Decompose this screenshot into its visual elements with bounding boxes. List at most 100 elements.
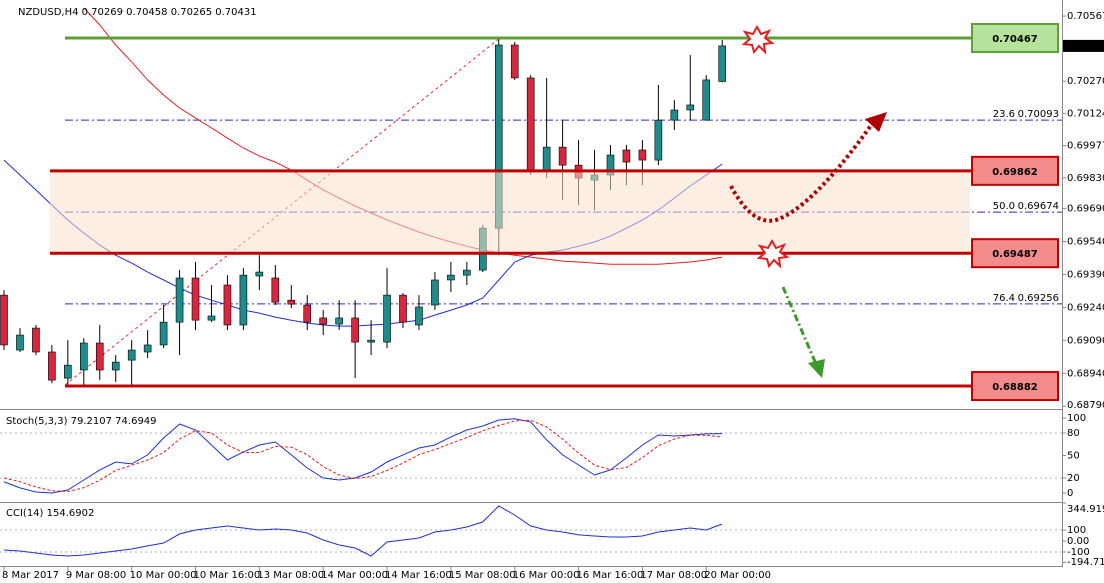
candle-body <box>95 342 104 371</box>
frame <box>0 0 1063 567</box>
fib-ratio: 76.4 <box>993 293 1015 304</box>
candle-body <box>32 327 40 353</box>
y-tick-label: 0.69977 <box>1067 141 1104 152</box>
candle-body <box>431 279 439 306</box>
y-tick-label: 0.70567 <box>1067 11 1104 22</box>
x-tick-label: 13 Mar 08:00 <box>257 570 324 581</box>
candle-body <box>463 269 471 276</box>
candle-body <box>175 277 184 323</box>
panel-title: CCI(14) 154.6902 <box>6 508 94 519</box>
y-tick-label: 20 <box>1067 473 1080 484</box>
last-price-label: 0.70431 <box>1066 41 1104 52</box>
x-tick-label: 16 Mar 16:00 <box>577 570 644 581</box>
y-tick-label: 100 <box>1067 525 1086 536</box>
panel-title: Stoch(5,3,3) 79.2107 74.6949 <box>6 416 157 427</box>
candle-body <box>207 315 216 321</box>
x-tick-label: 10 Mar 16:00 <box>194 570 261 581</box>
level-box <box>971 371 1059 402</box>
y-tick-label: 0.00 <box>1067 536 1089 547</box>
level-box <box>971 155 1059 186</box>
indicator-line <box>3 419 723 493</box>
level-label: 0.70467 <box>992 34 1038 45</box>
x-tick-label: 8 Mar 2017 <box>2 570 59 581</box>
fib-price: 0.70093 <box>1018 109 1059 120</box>
candle-body <box>239 274 248 326</box>
plot <box>0 7 972 557</box>
annotations <box>729 24 887 378</box>
bearish-arrow <box>781 286 818 365</box>
arrow-head <box>865 112 887 132</box>
x-tick-label: 16 Mar 00:00 <box>513 570 580 581</box>
last-price-box <box>1063 39 1104 52</box>
labels: NZDUSD,H4 0.70269 0.70458 0.70265 0.7043… <box>2 7 1104 581</box>
x-tick-label: 17 Mar 08:00 <box>640 570 707 581</box>
candle-body <box>335 317 343 325</box>
candle-body <box>654 119 663 161</box>
candle-body <box>64 364 72 379</box>
y-tick-label: 0.68790 <box>1067 400 1104 411</box>
candle-body <box>48 351 56 381</box>
panel-title: NZDUSD,H4 0.70269 0.70458 0.70265 0.7043… <box>18 7 257 18</box>
candle-body <box>399 294 407 323</box>
level-box <box>971 238 1059 269</box>
candle-body <box>526 77 535 173</box>
x-tick-label: 14 Mar 16:00 <box>385 570 452 581</box>
candle-body <box>223 284 232 326</box>
candle-body <box>702 79 711 121</box>
candle-body <box>447 274 455 281</box>
x-tick-label: 20 Mar 00:00 <box>704 570 771 581</box>
candle-body <box>622 149 631 163</box>
candle-body <box>255 271 264 277</box>
candle-body <box>558 146 567 166</box>
candle-body <box>638 149 647 161</box>
y-tick-label: 344.9194 <box>1067 504 1104 515</box>
level-label: 0.68882 <box>992 382 1038 393</box>
candle-body <box>127 349 136 361</box>
y-tick-label: 0.70124 <box>1067 108 1104 119</box>
candle-body <box>191 277 200 321</box>
candle-body <box>415 306 423 326</box>
candle-body <box>367 339 375 343</box>
level-label: 0.69487 <box>992 249 1038 260</box>
fib-ratio: 23.6 <box>993 109 1015 120</box>
y-tick-label: -194.7117 <box>1067 557 1104 568</box>
candle-body <box>319 317 328 325</box>
indicator-line <box>3 418 723 494</box>
burst-marker <box>756 238 790 269</box>
candle-body <box>287 299 296 305</box>
fib-price: 0.69674 <box>1018 201 1059 212</box>
candle-body <box>143 344 152 353</box>
y-tick-label: 80 <box>1067 428 1080 439</box>
x-tick-label: 10 Mar 00:00 <box>130 570 197 581</box>
fib-price: 0.69256 <box>1018 293 1059 304</box>
level-box <box>971 22 1059 53</box>
y-tick-label: 100 <box>1067 413 1086 424</box>
candle-body <box>542 146 551 173</box>
candle-body <box>271 277 280 303</box>
zone <box>50 170 970 254</box>
candle-body <box>0 294 8 346</box>
candle-body <box>303 304 312 323</box>
x-tick-label: 9 Mar 08:00 <box>66 570 126 581</box>
candle-body <box>670 109 679 121</box>
candle-body <box>686 104 695 111</box>
fib-ratio: 50.0 <box>993 201 1015 212</box>
x-tick-label: 15 Mar 08:00 <box>449 570 516 581</box>
y-tick-label: 0 <box>1067 488 1073 499</box>
arrow-head <box>808 359 825 378</box>
indicator-line <box>3 505 723 557</box>
candle-body <box>718 45 727 82</box>
y-tick-label: -100 <box>1067 547 1090 558</box>
candle-body <box>510 44 519 79</box>
y-tick-label: 50 <box>1067 450 1080 461</box>
level-label: 0.69862 <box>992 167 1038 178</box>
